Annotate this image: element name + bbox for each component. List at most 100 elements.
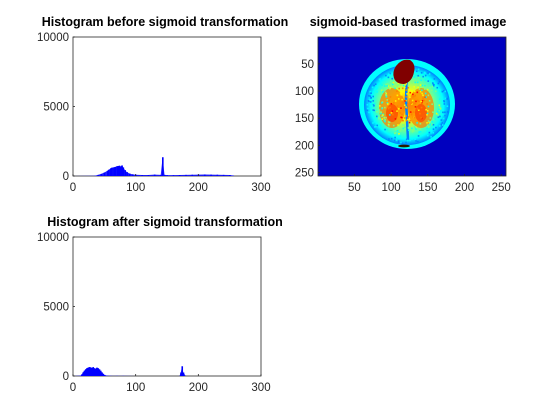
speckle-pixel <box>437 82 440 85</box>
speckle-pixel <box>375 88 378 90</box>
speckle-pixel <box>392 124 395 127</box>
speckle-pixel <box>405 138 408 141</box>
speckle-pixel <box>439 115 441 118</box>
speckle-pixel <box>438 80 441 83</box>
speckle-pixel <box>381 102 383 104</box>
speckle-pixel <box>411 99 414 102</box>
speckle-pixel <box>422 97 424 99</box>
x-tick-label: 0 <box>70 182 76 194</box>
speckle-pixel <box>401 87 404 90</box>
speckle-pixel <box>402 84 405 87</box>
speckle-pixel <box>393 139 396 142</box>
speckle-pixel <box>437 110 439 113</box>
speckle-pixel <box>414 102 416 105</box>
speckle-pixel <box>397 82 400 85</box>
speckle-pixel <box>396 94 399 97</box>
speckle-pixel <box>413 90 416 93</box>
speckle-pixel <box>443 100 446 103</box>
speckle-pixel <box>424 84 426 87</box>
transformed-image-frame <box>317 36 507 177</box>
speckle-pixel <box>376 124 379 127</box>
speckle-pixel <box>372 100 375 102</box>
x-tick-label: 200 <box>455 182 474 194</box>
speckle-pixel <box>439 90 441 93</box>
speckle-pixel <box>379 124 381 126</box>
speckle-pixel <box>405 107 408 109</box>
speckle-pixel <box>438 98 441 100</box>
speckle-pixel <box>428 90 431 92</box>
speckle-pixel <box>435 112 438 115</box>
speckle-pixel <box>401 113 403 116</box>
speckle-pixel <box>419 128 422 130</box>
speckle-pixel <box>407 86 410 89</box>
speckle-pixel <box>368 94 370 97</box>
speckle-pixel <box>407 127 410 129</box>
speckle-pixel <box>417 140 419 143</box>
speckle-pixel <box>373 121 376 123</box>
speckle-pixel <box>368 111 370 114</box>
speckle-pixel <box>412 93 414 96</box>
speckle-pixel <box>366 109 369 112</box>
speckle-pixel <box>415 100 417 103</box>
speckle-pixel <box>433 84 435 86</box>
speckle-pixel <box>378 111 381 113</box>
speckle-pixel <box>397 141 400 143</box>
speckle-pixel <box>431 82 434 84</box>
speckle-pixel <box>407 117 409 120</box>
speckle-pixel <box>403 124 406 126</box>
speckle-pixel <box>409 119 412 122</box>
speckle-pixel <box>419 84 422 86</box>
speckle-pixel <box>375 115 378 118</box>
y-tick-label: 200 <box>295 140 314 152</box>
speckle-pixel <box>380 111 383 114</box>
speckle-pixel <box>414 94 417 97</box>
speckle-pixel <box>429 117 432 119</box>
speckle-pixel <box>432 118 435 121</box>
speckle-pixel <box>424 74 427 77</box>
speckle-pixel <box>404 126 406 128</box>
speckle-pixel <box>390 137 393 140</box>
speckle-pixel <box>419 112 421 115</box>
speckle-pixel <box>403 107 405 109</box>
speckle-pixel <box>416 122 418 124</box>
speckle-pixel <box>417 86 419 89</box>
speckle-pixel <box>384 91 387 94</box>
histogram-silhouette <box>73 366 233 376</box>
speckle-pixel <box>428 73 431 75</box>
speckle-pixel <box>384 120 386 123</box>
speckle-pixel <box>396 130 399 132</box>
speckle-pixel <box>397 108 400 110</box>
speckle-pixel <box>423 88 426 90</box>
speckle-pixel <box>442 117 445 120</box>
speckle-pixel <box>426 127 428 130</box>
speckle-pixel <box>415 128 417 131</box>
speckle-pixel <box>418 88 421 90</box>
speckle-pixel <box>384 85 386 87</box>
speckle-pixel <box>421 84 424 87</box>
speckle-pixel <box>416 108 419 111</box>
speckle-pixel <box>387 103 389 105</box>
speckle-pixel <box>384 128 386 131</box>
speckle-pixel <box>396 90 398 93</box>
speckle-pixel <box>400 141 402 144</box>
speckle-pixel <box>446 111 449 113</box>
speckle-pixel <box>370 102 373 105</box>
speckle-pixel <box>385 83 387 86</box>
speckle-pixel <box>369 90 372 93</box>
speckle-pixel <box>439 108 442 110</box>
speckle-pixel <box>441 90 444 93</box>
speckle-pixel <box>394 87 396 90</box>
speckle-pixel <box>427 105 430 108</box>
speckle-pixel <box>441 121 444 124</box>
x-tick-label: 200 <box>189 182 208 194</box>
speckle-pixel <box>409 139 411 142</box>
speckle-pixel <box>409 111 412 113</box>
speckle-pixel <box>373 102 376 105</box>
speckle-pixel <box>420 72 423 74</box>
x-tick-label: 0 <box>70 382 76 394</box>
speckle-pixel <box>378 78 381 81</box>
speckle-pixel <box>400 107 402 109</box>
speckle-pixel <box>437 114 439 116</box>
speckle-pixel <box>388 73 390 76</box>
speckle-pixel <box>397 98 400 100</box>
